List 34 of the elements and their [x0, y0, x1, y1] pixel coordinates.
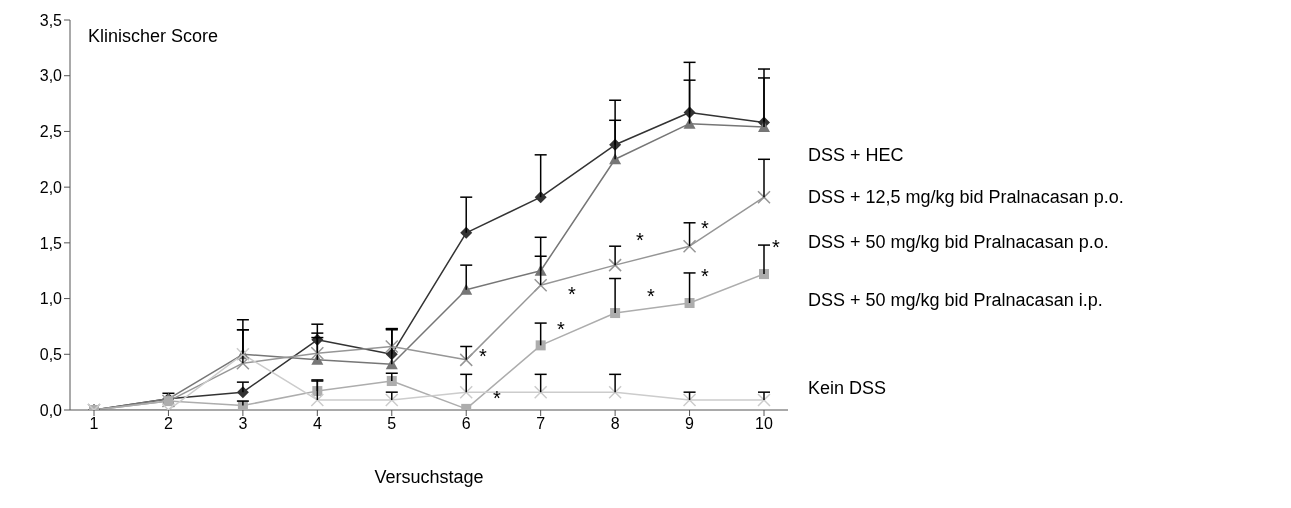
text: DSS + 50 mg/kg bid Pralnacasan p.o. — [808, 232, 1109, 253]
y-tick-label: 3,5 — [39, 11, 63, 29]
annotation: * — [701, 265, 709, 287]
x-tick-label: 7 — [536, 415, 546, 433]
x-tick-label: 5 — [387, 415, 397, 433]
x-tick-label: 8 — [610, 415, 620, 433]
text: DSS + 50 mg/kg bid Pralnacasan i.p. — [808, 290, 1103, 311]
y-tick-label: 1,0 — [39, 290, 63, 308]
annotation: * — [557, 318, 565, 340]
annotation: * — [701, 217, 709, 239]
y-tick-label: 3,0 — [39, 67, 63, 85]
y-axis-title: Klinischer Score — [88, 26, 219, 47]
x-tick-label: 9 — [685, 415, 695, 433]
x-axis-title: Versuchstage — [374, 466, 484, 487]
x-tick-label: 10 — [755, 415, 773, 433]
y-tick-label: 1,5 — [39, 234, 63, 252]
annotation: * — [493, 387, 501, 409]
annotation: * — [772, 236, 780, 258]
y-tick-label: 0,5 — [39, 345, 63, 363]
x-tick-label: 6 — [461, 415, 471, 433]
text: Kein DSS — [808, 378, 887, 399]
text: DSS + 12,5 mg/kg bid Pralnacasan p.o. — [808, 187, 1124, 208]
x-tick-label: 2 — [163, 415, 173, 433]
annotation: * — [647, 285, 655, 307]
x-tick-label: 1 — [89, 415, 99, 433]
x-tick-label: 4 — [312, 415, 322, 433]
y-tick-label: 2,0 — [39, 178, 63, 196]
text: DSS + HEC — [808, 145, 904, 166]
y-tick-label: 0,0 — [39, 401, 63, 419]
x-tick-label: 3 — [238, 415, 248, 433]
annotation: * — [479, 345, 487, 367]
annotation: * — [636, 229, 644, 251]
annotation: * — [568, 283, 576, 305]
y-tick-label: 2,5 — [39, 123, 63, 141]
